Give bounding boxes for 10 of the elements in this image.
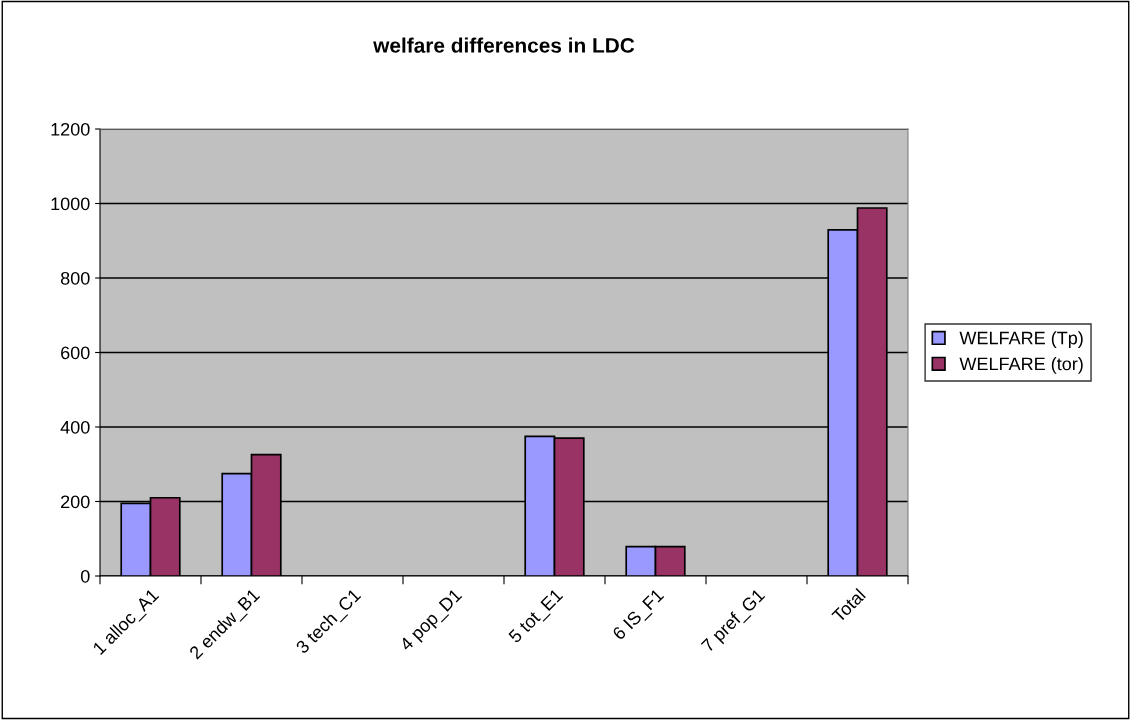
y-tick-label: 1200: [51, 122, 90, 136]
y-tick-label: 400: [60, 420, 90, 434]
legend-label: WELFARE (tor): [959, 357, 1083, 374]
y-tick-label: 800: [60, 271, 90, 285]
chart-title: welfare differences in LDC: [373, 37, 635, 53]
legend-label: WELFARE (Tp): [959, 331, 1083, 348]
y-tick-label: 0: [80, 569, 90, 583]
y-tick-label: 600: [61, 346, 90, 360]
y-tick-label: 1000: [51, 197, 90, 211]
y-tick-label: 200: [61, 495, 90, 509]
